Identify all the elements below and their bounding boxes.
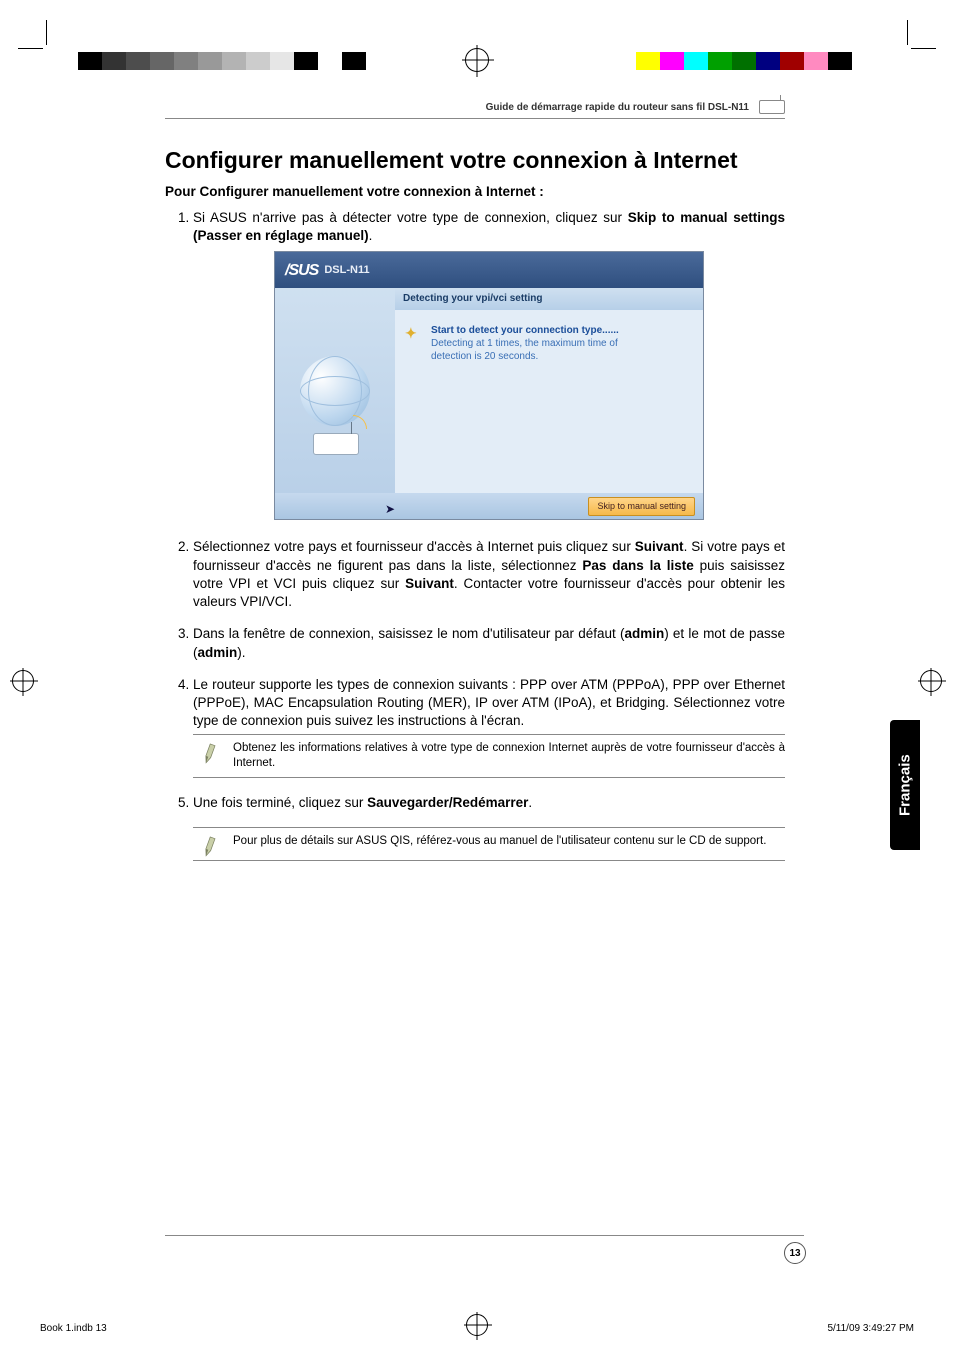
language-tab: Français: [890, 720, 920, 850]
note-text: Obtenez les informations relatives à vot…: [233, 741, 785, 771]
registration-mark-right-icon: [920, 670, 942, 692]
registration-mark-left-icon: [12, 670, 34, 692]
registration-mark-icon: [465, 48, 489, 72]
pencil-icon: [198, 833, 222, 857]
screenshot-left-pane: [275, 288, 395, 493]
globe-icon: [300, 356, 370, 426]
note-qis-manual: Pour plus de détails sur ASUS QIS, référ…: [193, 827, 785, 861]
color-swatch-bar: [636, 52, 876, 70]
screenshot-right-pane: Detecting your vpi/vci setting ✦ Start t…: [395, 288, 703, 493]
screenshot-panel-title: Detecting your vpi/vci setting: [395, 288, 703, 310]
page-number: 13: [784, 1242, 806, 1264]
grayscale-swatch-bar: [78, 52, 366, 70]
section-subtitle: Pour Configurer manuellement votre conne…: [165, 184, 785, 199]
steps-list: Si ASUS n'arrive pas à détecter votre ty…: [165, 209, 785, 861]
step-5: Une fois terminé, cliquez sur Sauvegarde…: [193, 794, 785, 860]
running-header: Guide de démarrage rapide du routeur san…: [165, 100, 785, 119]
note-text: Pour plus de détails sur ASUS QIS, référ…: [233, 834, 766, 854]
step-4: Le routeur supporte les types de connexi…: [193, 676, 785, 779]
cursor-icon: ➤: [385, 501, 395, 517]
wifi-icon: [353, 415, 367, 429]
screenshot-footer: ➤ Skip to manual setting: [275, 493, 703, 519]
footer-right: 5/11/09 3:49:27 PM: [827, 1323, 914, 1334]
registration-mark-bottom-icon: [466, 1314, 488, 1336]
page-content: Guide de démarrage rapide du routeur san…: [165, 100, 785, 877]
sparkle-icon: ✦: [405, 324, 417, 342]
pencil-icon: [198, 740, 222, 764]
step-3: Dans la fenêtre de connexion, saisissez …: [193, 625, 785, 661]
note-connection-info: Obtenez les informations relatives à vot…: [193, 734, 785, 778]
screenshot-message: ✦ Start to detect your connection type..…: [395, 310, 703, 373]
step-2: Sélectionnez votre pays et fournisseur d…: [193, 538, 785, 611]
model-label: DSL-N11: [324, 263, 369, 278]
router-ui-screenshot: /SUS DSL-N11 Detecting your vpi/vci sett…: [274, 251, 704, 520]
step-1: Si ASUS n'arrive pas à détecter votre ty…: [193, 209, 785, 520]
modem-icon: [313, 433, 359, 455]
footer-rule: [165, 1235, 804, 1236]
footer-left: Book 1.indb 13: [40, 1323, 107, 1334]
router-icon: [759, 100, 785, 114]
asus-logo: /SUS: [285, 260, 318, 282]
page-title: Configurer manuellement votre connexion …: [165, 147, 785, 174]
header-text: Guide de démarrage rapide du routeur san…: [486, 102, 749, 113]
screenshot-titlebar: /SUS DSL-N11: [275, 252, 703, 288]
print-marks-top: [0, 20, 954, 60]
skip-to-manual-button[interactable]: Skip to manual setting: [588, 497, 695, 515]
